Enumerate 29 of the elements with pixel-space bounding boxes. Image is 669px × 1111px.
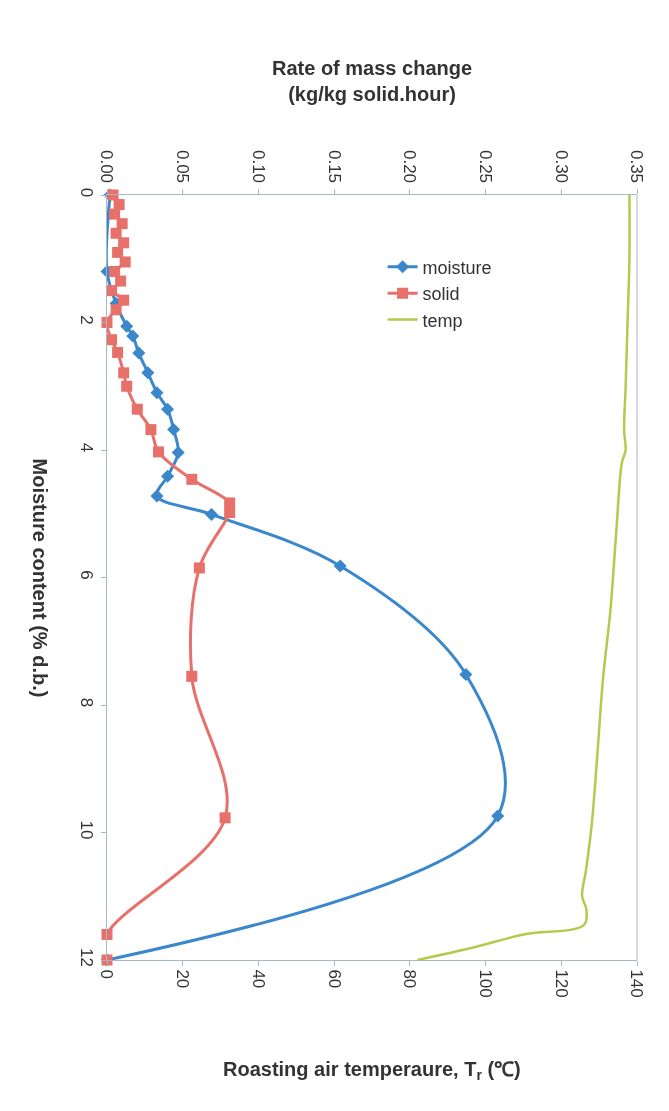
x2-axis-title: Rate of mass change (kg/kg solid.hour)	[272, 57, 473, 105]
x2-tick-label: 0.30	[551, 149, 571, 184]
x-tick-label: 140	[627, 969, 647, 998]
y-tick-label: 6	[76, 570, 96, 580]
x-axis-title: Roasting air temperaure, T$_{r}$ (℃)	[223, 1058, 521, 1084]
x2-tick-label: 0.35	[627, 149, 647, 184]
x2-tick-label: 0.25	[476, 149, 496, 184]
y-tick-label: 8	[76, 697, 96, 708]
x-tick-label: 0	[97, 969, 117, 979]
y-axis-title: Moisture content (% d.b.)	[28, 458, 51, 698]
y-tick-label: 2	[76, 315, 96, 325]
x-tick-label: 120	[551, 969, 571, 998]
y-tick-label: 10	[76, 820, 96, 840]
x2-tick-label: 0.10	[248, 149, 268, 184]
legend-label: solid	[422, 284, 460, 305]
y-tick-label: 4	[76, 442, 96, 453]
x-tick-label: 20	[173, 969, 193, 989]
x2-tick-label: 0.15	[324, 149, 344, 184]
x2-tick-label: 0.20	[400, 149, 420, 184]
legend-label: temp	[422, 310, 463, 331]
x2-tick-label: 0.05	[173, 149, 193, 184]
x-tick-label: 60	[324, 969, 344, 989]
x-tick-label: 40	[248, 969, 268, 989]
x-tick-label: 80	[400, 969, 420, 989]
x2-tick-label: 0.00	[97, 149, 117, 184]
legend-label: moisture	[422, 257, 492, 278]
y-tick-label: 0	[76, 187, 96, 198]
y-tick-label: 12	[76, 947, 96, 967]
x-tick-label: 100	[476, 969, 496, 998]
